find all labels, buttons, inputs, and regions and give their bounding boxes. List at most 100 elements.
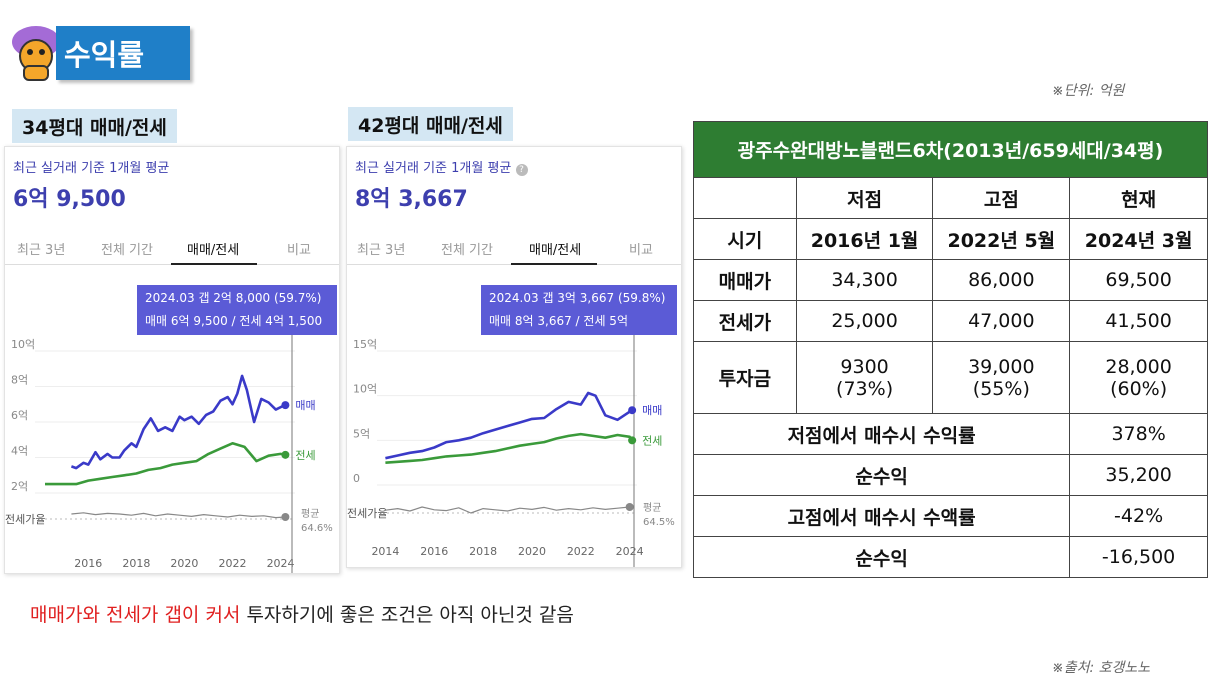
series-line-sale: [70, 374, 286, 470]
y-tick-label: 8억: [11, 374, 28, 387]
series-line-jeonse: [385, 432, 634, 464]
tab-underline: [171, 263, 257, 265]
series-end-point: [628, 406, 637, 415]
price-chart-34: 2억 4억 6억 8억 10억 2016 2018 2020 2022 2024 전세가율 평균 64.…: [5, 333, 333, 573]
table-cell: 2016년 1월: [795, 218, 934, 260]
panel-subtitle: 최근 실거래 기준 1개월 평균: [13, 161, 170, 176]
price-chart-42: 0 5억 10억 15억 2014 2016 2018 2020 2022 2024 전세가율 평균 6…: [347, 333, 675, 567]
table-header-cell: 고점: [932, 177, 1071, 219]
table-row: 전세가 25,000 47,000 41,500: [693, 300, 1208, 342]
table-row: 고점에서 매수시 수액률 -42%: [692, 495, 1208, 537]
tooltip-line2: 매매 6억 9,500 / 전세 4억 1,500: [145, 314, 323, 328]
table-cell: 28,000 (60%): [1069, 341, 1208, 414]
table-row: 시기 2016년 1월 2022년 5월 2024년 3월: [693, 218, 1208, 260]
tab-compare[interactable]: 비교: [287, 243, 311, 258]
cell-line: (60%): [1110, 377, 1168, 400]
table-header-row: 저점 고점 현재: [693, 177, 1208, 219]
table-title: 광주수완대방노블랜드6차(2013년/659세대/34평): [693, 121, 1208, 178]
table-row: 저점에서 매수시 수익률 378%: [692, 413, 1208, 455]
chart-panel-42: 최근 실거래 기준 1개월 평균 ? 8억 3,667 최근 3년 전체 기간 …: [346, 146, 682, 568]
chart-tooltip: 2024.03 갭 2억 8,000 (59.7%) 매매 6억 9,500 /…: [137, 285, 337, 335]
table-cell: 25,000: [795, 300, 934, 342]
x-tick-label: 2018: [469, 545, 497, 558]
tab-sale-jeonse[interactable]: 매매/전세: [187, 243, 240, 258]
series-end-point: [281, 401, 290, 410]
tab-compare[interactable]: 비교: [629, 243, 653, 258]
table-row: 투자금 9300 (73%) 39,000 (55%) 28,000 (60%): [693, 341, 1208, 414]
tab-recent-3y[interactable]: 최근 3년: [17, 243, 66, 258]
unit-note: ※단위: 억원: [1052, 83, 1125, 99]
table-cell: 41,500: [1069, 300, 1208, 342]
table-cell: 전세가: [693, 300, 797, 342]
table-cell: 2024년 3월: [1069, 218, 1208, 260]
series-end-point: [628, 436, 637, 445]
table-cell: 저점에서 매수시 수익률: [692, 413, 1071, 455]
x-tick-label: 2020: [170, 557, 198, 570]
panel-price: 6억 9,500: [13, 187, 126, 212]
cell-line: (55%): [972, 377, 1030, 400]
caption-rest: 투자하기에 좋은 조건은 아직 아닌것 같음: [240, 604, 574, 626]
y-tick-label: 15억: [353, 338, 377, 351]
help-icon[interactable]: ?: [515, 164, 528, 176]
y-tick-label: 6억: [11, 409, 28, 422]
series-end-point: [281, 513, 290, 521]
y-tick-label: 2억: [11, 480, 28, 493]
series-line-sale: [385, 391, 633, 460]
x-tick-label: 2018: [122, 557, 150, 570]
x-tick-label: 2014: [371, 545, 399, 558]
table-cell: 순수익: [692, 536, 1071, 578]
chart-tooltip: 2024.03 갭 3억 3,667 (59.8%) 매매 8억 3,667 /…: [481, 285, 677, 335]
x-tick-label: 2022: [219, 557, 247, 570]
cell-line: 39,000: [968, 355, 1035, 378]
tab-sale-jeonse[interactable]: 매매/전세: [529, 243, 582, 258]
panel-tag-42: 42평대 매매/전세: [348, 107, 513, 141]
panel-tag-34: 34평대 매매/전세: [12, 109, 177, 143]
avg-label: 평균: [301, 508, 319, 520]
avg-value: 64.6%: [301, 523, 333, 534]
y-tick-label: 10억: [353, 383, 377, 396]
panel-tabs: 최근 3년 전체 기간 매매/전세 비교: [347, 233, 681, 265]
x-tick-label: 2020: [518, 545, 546, 558]
table-cell: 시기: [693, 218, 797, 260]
table-cell: 순수익: [692, 454, 1071, 496]
tooltip-line1: 2024.03 갭 2억 8,000 (59.7%): [145, 291, 322, 305]
cell-line: 9300: [840, 355, 889, 378]
table-row: 매매가 34,300 86,000 69,500: [693, 259, 1208, 301]
table-cell: 34,300: [795, 259, 934, 301]
x-tick-label: 2024: [267, 557, 295, 570]
series-label: 매매: [295, 399, 315, 412]
table-cell: 69,500: [1069, 259, 1208, 301]
source-note: ※출처: 호갱노노: [1052, 660, 1151, 676]
table-cell: 2022년 5월: [932, 218, 1071, 260]
series-end-point: [625, 503, 634, 511]
table-cell: 매매가: [693, 259, 797, 301]
caption-highlight: 매매가와 전세가 갭이 커서: [30, 604, 241, 626]
series-label: 전세: [642, 434, 662, 447]
table-cell: -16,500: [1069, 536, 1208, 578]
tab-recent-3y[interactable]: 최근 3년: [357, 243, 406, 258]
y-tick-label: 5억: [353, 427, 370, 440]
series-end-point: [281, 450, 290, 459]
ratio-label: 전세가율: [5, 513, 45, 526]
series-label: 매매: [642, 404, 662, 417]
ratio-label: 전세가율: [347, 507, 387, 520]
tab-all-period[interactable]: 전체 기간: [101, 243, 153, 258]
avg-label: 평균: [643, 502, 661, 514]
table-cell: 86,000: [932, 259, 1071, 301]
panel-subtitle-text: 최근 실거래 기준 1개월 평균: [355, 161, 512, 176]
page-title: 수익률: [56, 26, 190, 80]
series-line-jeonse: [45, 442, 286, 486]
panel-price: 8억 3,667: [355, 187, 468, 212]
chart-panel-34: 최근 실거래 기준 1개월 평균 6억 9,500 최근 3년 전체 기간 매매…: [4, 146, 340, 574]
x-tick-label: 2024: [616, 545, 644, 558]
table-cell: 투자금: [693, 341, 797, 414]
table-cell: 고점에서 매수시 수액률: [692, 495, 1071, 537]
series-line-ratio: [71, 512, 286, 519]
tab-all-period[interactable]: 전체 기간: [441, 243, 493, 258]
x-tick-label: 2016: [74, 557, 102, 570]
y-tick-label: 4억: [11, 445, 28, 458]
mascot-icon: [8, 20, 64, 84]
table-row: 순수익 35,200: [692, 454, 1208, 496]
tab-underline: [511, 263, 597, 265]
table-header-cell: 저점: [795, 177, 934, 219]
